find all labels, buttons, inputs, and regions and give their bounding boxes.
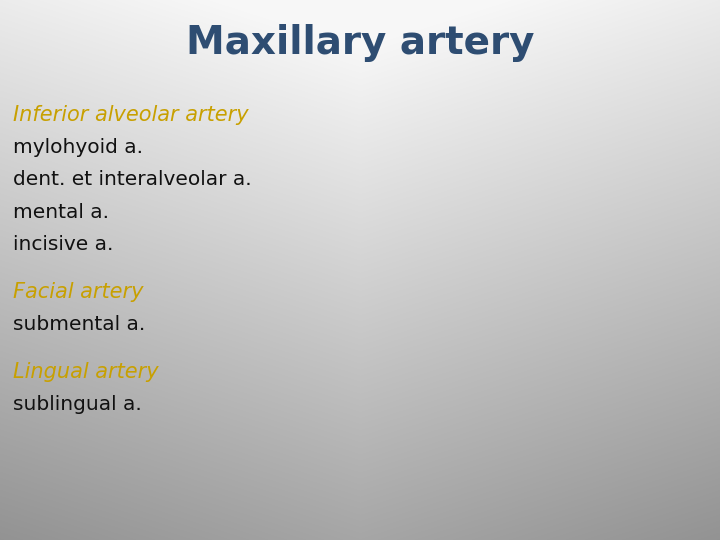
Text: dent. et interalveolar a.: dent. et interalveolar a. [13, 170, 251, 189]
Text: incisive a.: incisive a. [13, 235, 113, 254]
Text: Facial artery: Facial artery [13, 282, 143, 302]
Text: mental a.: mental a. [13, 202, 109, 221]
Text: Lingual artery: Lingual artery [13, 362, 158, 382]
Text: sublingual a.: sublingual a. [13, 395, 142, 414]
Text: Maxillary artery: Maxillary artery [186, 24, 534, 62]
Text: submental a.: submental a. [13, 315, 145, 334]
Text: mylohyoid a.: mylohyoid a. [13, 138, 143, 157]
Text: Inferior alveolar artery: Inferior alveolar artery [13, 105, 248, 125]
